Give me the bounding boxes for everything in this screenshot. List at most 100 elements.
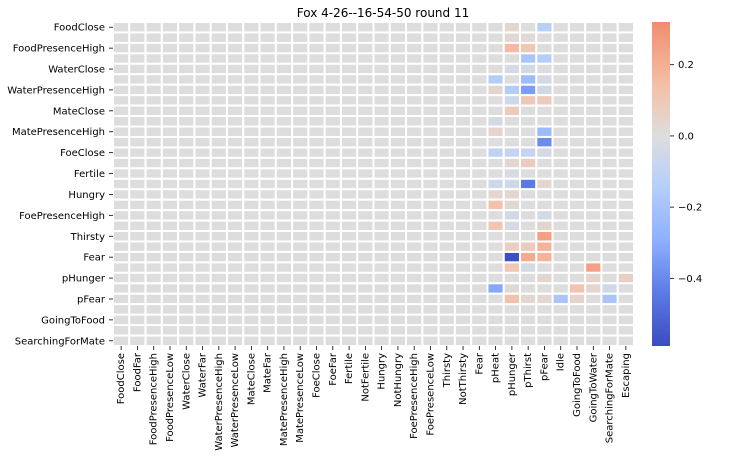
heatmap-cell <box>339 21 359 34</box>
heatmap-cell <box>193 167 212 180</box>
heatmap-cell <box>242 31 261 44</box>
heatmap-cell <box>486 167 505 180</box>
heatmap-cell <box>339 261 359 274</box>
heatmap-cell <box>486 219 505 233</box>
heatmap-cell <box>274 52 294 65</box>
heatmap-cell <box>177 125 196 138</box>
heatmap-cell <box>421 240 440 253</box>
heatmap-cell <box>356 240 375 253</box>
heatmap-cell <box>242 324 261 337</box>
heatmap-cell <box>160 115 180 128</box>
heatmap-cell <box>437 41 456 55</box>
heatmap-cell <box>519 52 538 65</box>
y-tick-label: Thirsty <box>70 232 105 243</box>
heatmap-cell <box>600 240 619 253</box>
heatmap-cell <box>307 230 326 243</box>
heatmap-cell <box>128 115 147 128</box>
heatmap-cell <box>486 21 505 34</box>
heatmap-cell <box>258 271 277 285</box>
heatmap-cell <box>567 313 587 327</box>
heatmap-cell <box>258 177 277 191</box>
heatmap-cell <box>470 230 489 243</box>
heatmap-cell <box>600 167 619 180</box>
heatmap-cell <box>437 209 456 222</box>
heatmap-cell <box>160 271 180 285</box>
heatmap-cell <box>291 115 310 128</box>
heatmap-cell <box>616 240 635 253</box>
heatmap-cell <box>193 324 212 337</box>
heatmap-cell <box>225 324 245 337</box>
heatmap-cell <box>177 83 196 97</box>
heatmap-cell <box>470 313 489 327</box>
heatmap-cell <box>225 83 245 97</box>
heatmap-cell <box>372 94 391 107</box>
heatmap-cell <box>551 115 570 128</box>
heatmap-cell <box>209 146 228 159</box>
heatmap-cell <box>616 188 635 201</box>
heatmap-cell <box>258 261 277 274</box>
heatmap-cell <box>177 94 196 107</box>
heatmap-cell <box>242 261 261 274</box>
heatmap-cell <box>160 324 180 337</box>
heatmap-cell <box>242 41 261 55</box>
heatmap-cell <box>225 52 245 65</box>
x-tick-label: FoeFar <box>328 352 339 386</box>
heatmap-cell <box>519 21 538 34</box>
heatmap-cell <box>209 115 228 128</box>
heatmap-cell <box>112 209 131 222</box>
heatmap-cell <box>388 282 408 295</box>
heatmap-cell <box>177 177 196 191</box>
heatmap-cell <box>535 230 554 243</box>
heatmap-cell <box>453 31 473 44</box>
heatmap-cell <box>437 230 456 243</box>
heatmap-cell <box>193 230 212 243</box>
y-tick-label: FoodClose <box>54 23 105 34</box>
heatmap-cell <box>567 209 587 222</box>
heatmap-cell <box>486 62 505 76</box>
heatmap-cell <box>502 177 522 191</box>
heatmap-cell <box>339 156 359 170</box>
heatmap-cell <box>258 240 277 253</box>
heatmap-cell <box>112 240 131 253</box>
heatmap-cell <box>258 62 277 76</box>
heatmap-cell <box>209 209 228 222</box>
heatmap-cell <box>209 250 228 264</box>
heatmap-cell <box>600 177 619 191</box>
heatmap-cell <box>600 115 619 128</box>
heatmap-cell <box>144 41 163 55</box>
heatmap-cell <box>567 167 587 180</box>
heatmap-cell <box>486 324 505 337</box>
heatmap-cell <box>177 230 196 243</box>
heatmap-cell <box>177 135 196 149</box>
heatmap-cell <box>453 94 473 107</box>
heatmap-cell <box>535 21 554 34</box>
heatmap-cell <box>584 94 603 107</box>
heatmap-cell <box>437 282 456 295</box>
heatmap-cell <box>600 104 619 118</box>
heatmap-cell <box>274 292 294 306</box>
heatmap-cell <box>160 156 180 170</box>
heatmap-cell <box>193 209 212 222</box>
heatmap-cell <box>519 292 538 306</box>
heatmap-cell <box>193 115 212 128</box>
heatmap-cell <box>242 292 261 306</box>
heatmap-cell <box>193 188 212 201</box>
heatmap-cell <box>242 125 261 138</box>
heatmap-cell <box>437 115 456 128</box>
heatmap-cell <box>128 250 147 264</box>
heatmap-cell <box>274 156 294 170</box>
heatmap-cell <box>600 135 619 149</box>
x-tick-label: GoingToWater <box>588 352 599 422</box>
heatmap-cell <box>274 219 294 233</box>
heatmap-cell <box>535 177 554 191</box>
heatmap-cell <box>128 21 147 34</box>
heatmap-cell <box>356 271 375 285</box>
heatmap-cell <box>470 334 489 348</box>
heatmap-cell <box>128 240 147 253</box>
heatmap-cell <box>535 83 554 97</box>
heatmap-cell <box>339 324 359 337</box>
heatmap-cell <box>339 177 359 191</box>
heatmap-cell <box>405 83 424 97</box>
heatmap-cell <box>502 198 522 212</box>
heatmap-cell <box>258 250 277 264</box>
